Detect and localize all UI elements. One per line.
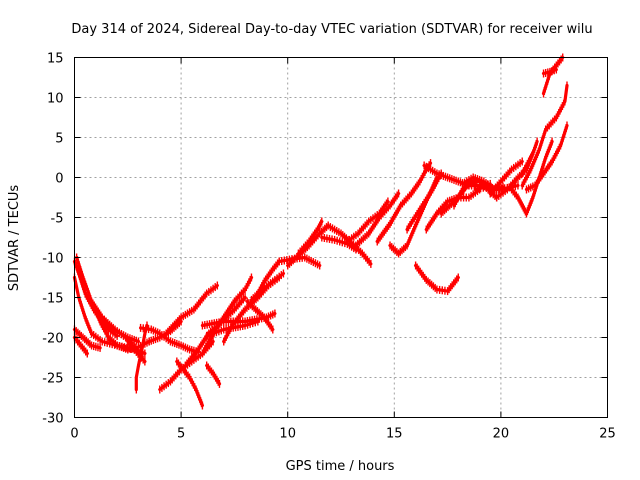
series-point-marks [521,81,568,190]
series-arc-10 [139,323,200,356]
series-point-marks [406,169,442,234]
axis-ticks [74,57,608,418]
y-tick-label: 10 [47,92,64,107]
x-tick-label: 25 [599,427,616,442]
series-point-marks [297,217,323,258]
series-point-marks [165,281,219,338]
series-arc-20 [205,317,260,340]
gridlines [74,57,608,418]
series-point-marks [355,189,400,250]
x-tick-label: 10 [279,427,296,442]
plot-frame [74,57,608,418]
y-tick-label: 15 [47,52,64,67]
y-axis-title: SDTVAR / TECUs [7,185,22,292]
series-arc-04 [72,325,102,352]
series-arc-28 [328,223,373,268]
series-arc-35 [424,185,482,234]
y-tick-label: 5 [55,132,63,147]
series-point-marks [542,53,564,98]
series-line [205,319,260,338]
y-tick-label: -10 [42,252,63,267]
series-arc-40 [414,261,460,296]
y-tick-label: -25 [42,372,63,387]
series-point-marks [525,121,568,194]
series-point-marks [414,261,459,296]
series-point-marks [425,185,481,234]
series-point-marks [489,157,523,198]
chart-title: Day 314 of 2024, Sidereal Day-to-day VTE… [71,22,592,37]
x-tick-label: 15 [386,427,403,442]
series-point-marks [542,65,558,78]
x-tick-label: 0 [70,427,78,442]
series-point-marks [255,257,280,302]
x-axis-tick-labels: 0 5 10 15 20 25 [70,427,615,442]
y-tick-label: -30 [42,412,63,427]
series-arc-48 [541,65,558,78]
series-arc-44 [520,81,569,190]
series-arc-21 [245,297,275,334]
series-arc-25 [286,221,330,270]
series-point-marks [73,325,101,352]
y-axis-tick-labels: -30 -25 -20 -15 -10 -5 0 5 10 15 [42,52,63,427]
series-arc-33 [405,169,443,234]
y-tick-label: -5 [51,212,64,227]
series-point-marks [205,317,259,340]
series-point-marks [376,159,432,246]
series-arc-26 [296,217,324,258]
series-point-marks [205,361,221,388]
series-arc-30 [354,189,401,250]
y-tick-label: -15 [42,292,63,307]
x-tick-label: 20 [493,427,510,442]
y-tick-label: 0 [55,172,63,187]
series-point-marks [521,149,534,178]
series-point-marks [246,297,274,334]
series-arc-45 [524,121,569,194]
series-point-marks [135,321,148,394]
x-tick-label: 5 [177,427,185,442]
series-arc-12 [164,281,219,338]
series-arc-23 [254,257,281,302]
x-axis-title: GPS time / hours [286,459,395,474]
series-arc-17 [205,361,222,388]
series-arc-41 [488,157,524,198]
series-arc-47 [541,53,565,98]
y-tick-label: -20 [42,332,63,347]
series-arc-46 [520,149,535,178]
series-point-marks [287,221,329,270]
data-series-layer [72,53,569,410]
